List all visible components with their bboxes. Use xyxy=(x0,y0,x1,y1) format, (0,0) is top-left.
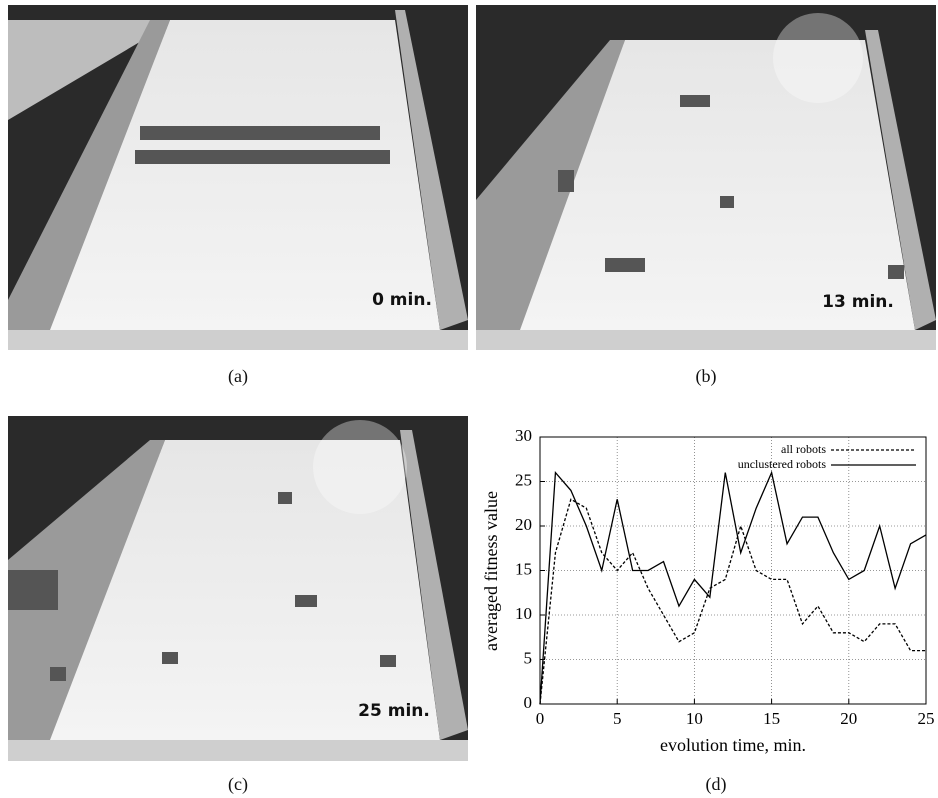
y-tick-label: 20 xyxy=(515,515,532,534)
figure: 0 min. (a) 13 min. (b) 25 min. (c) (d) e… xyxy=(0,0,938,798)
x-axis-title: evolution time, min. xyxy=(660,735,806,755)
photo-label: 25 min. xyxy=(358,701,430,721)
photo-label: 13 min. xyxy=(822,292,894,312)
y-tick-label: 5 xyxy=(524,648,533,667)
photo-label: 0 min. xyxy=(372,290,432,310)
data-line xyxy=(540,499,926,704)
legend-label: all robots xyxy=(781,442,826,456)
figure-canvas: 0 min. (a) 13 min. (b) 25 min. (c) (d) e… xyxy=(0,0,938,798)
legend-label: unclustered robots xyxy=(738,457,827,471)
x-tick-label: 15 xyxy=(763,709,780,728)
y-tick-label: 0 xyxy=(524,693,533,712)
y-tick-label: 10 xyxy=(515,604,532,623)
photo-a: 0 min. xyxy=(8,5,468,350)
caption: (a) xyxy=(228,366,248,387)
x-tick-label: 0 xyxy=(536,709,545,728)
photo-c: 25 min. xyxy=(8,416,468,761)
data-line xyxy=(540,473,926,704)
x-tick-label: 20 xyxy=(840,709,857,728)
y-tick-label: 15 xyxy=(515,559,532,578)
caption: (b) xyxy=(696,366,717,387)
x-tick-label: 25 xyxy=(918,709,935,728)
photo-b: 13 min. xyxy=(476,5,936,350)
caption: (d) xyxy=(706,774,727,795)
y-tick-label: 30 xyxy=(515,426,532,445)
x-tick-label: 10 xyxy=(686,709,703,728)
y-axis-title: averaged fitness value xyxy=(481,491,501,651)
x-tick-label: 5 xyxy=(613,709,622,728)
caption: (c) xyxy=(228,774,248,795)
y-tick-label: 25 xyxy=(515,470,532,489)
